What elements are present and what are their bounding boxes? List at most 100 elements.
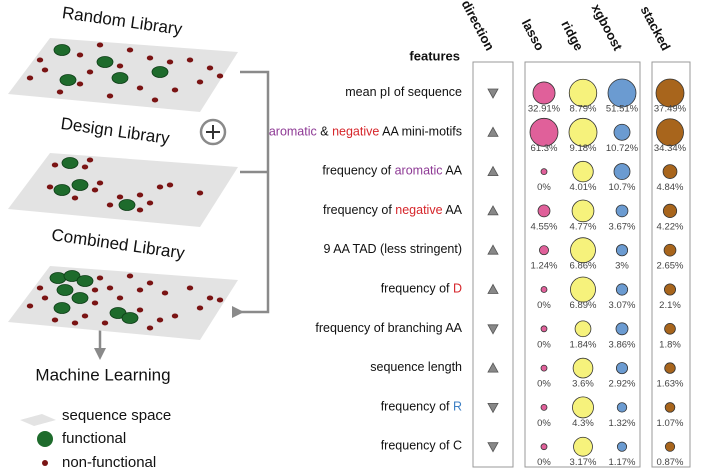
feature-part: AA	[443, 203, 463, 217]
importance-label: 0%	[537, 418, 551, 429]
non-functional-dot	[196, 79, 204, 85]
non-functional-dot	[156, 317, 164, 323]
non-functional-dot	[51, 162, 59, 168]
feature-header: features	[409, 48, 460, 63]
legend-swatch	[42, 460, 48, 466]
feature-part: negative	[395, 203, 442, 217]
legend-label: sequence space	[62, 407, 171, 424]
non-functional-dot	[91, 287, 99, 293]
non-functional-dot	[41, 67, 49, 73]
column-header: ridge	[558, 18, 586, 53]
functional-dot	[59, 74, 77, 86]
importance-label: 4.22%	[657, 221, 684, 232]
importance-circle	[572, 396, 594, 419]
importance-circle	[664, 402, 676, 413]
importance-circle	[615, 244, 629, 257]
non-functional-dot	[146, 55, 154, 61]
feature-part: aromatic	[269, 125, 317, 139]
importance-circle	[663, 283, 677, 296]
importance-circle	[529, 117, 559, 147]
importance-circle	[607, 78, 637, 108]
non-functional-dot	[136, 207, 144, 213]
non-functional-dot	[196, 305, 204, 311]
feature-label: aromatic & negative AA mini-motifs	[269, 125, 462, 139]
non-functional-dot	[26, 303, 34, 309]
non-functional-dot	[186, 285, 194, 291]
functional-dot	[111, 72, 129, 84]
importance-label: 3.07%	[609, 300, 636, 311]
non-functional-dot	[36, 285, 44, 291]
feature-label: frequency of branching AA	[315, 321, 462, 335]
functional-dot	[71, 292, 89, 304]
importance-label: 6.89%	[570, 300, 597, 311]
functional-dot	[96, 56, 114, 68]
non-functional-dot	[71, 320, 79, 326]
non-functional-dot	[91, 187, 99, 193]
non-functional-dot	[26, 75, 34, 81]
feature-part: frequency of	[323, 203, 395, 217]
feature-part: frequency of branching AA	[315, 321, 462, 335]
importance-circle	[570, 276, 596, 303]
importance-circle	[568, 78, 598, 108]
non-functional-dot	[86, 157, 94, 163]
functional-dot	[118, 199, 136, 211]
sequence-space	[8, 153, 238, 227]
non-functional-dot	[56, 89, 64, 95]
functional-dot	[76, 275, 94, 287]
importance-label: 1.63%	[657, 379, 684, 390]
non-functional-dot	[136, 192, 144, 198]
importance-circle	[532, 81, 556, 105]
importance-label: 61.3%	[531, 143, 558, 154]
importance-label: 10.7%	[609, 182, 636, 193]
feature-label: frequency of aromatic AA	[322, 164, 462, 178]
feature-part: D	[453, 282, 462, 296]
arrowhead	[94, 348, 106, 360]
importance-circle	[616, 441, 628, 452]
importance-label: 4.01%	[570, 182, 597, 193]
feature-part: frequency of	[322, 164, 394, 178]
non-functional-dot	[126, 273, 134, 279]
non-functional-dot	[51, 317, 59, 323]
non-functional-dot	[156, 184, 164, 190]
importance-circle	[664, 322, 676, 335]
feature-part: &	[317, 125, 332, 139]
feature-part: R	[453, 400, 462, 414]
importance-label: 8.79%	[570, 104, 597, 115]
non-functional-dot	[126, 47, 134, 53]
importance-label: 37.49%	[654, 104, 687, 115]
functional-dot	[53, 44, 71, 56]
importance-circle	[656, 118, 684, 147]
importance-label: 0%	[537, 379, 551, 390]
feature-part: frequency of	[381, 282, 453, 296]
output-label: Machine Learning	[35, 365, 170, 384]
feature-label: frequency of negative AA	[323, 203, 463, 217]
importance-circle	[540, 286, 548, 293]
non-functional-dot	[196, 190, 204, 196]
non-functional-dot	[116, 194, 124, 200]
feature-part: negative	[332, 125, 379, 139]
functional-dot	[53, 302, 71, 314]
non-functional-dot	[206, 295, 214, 301]
sequence-space	[8, 266, 238, 340]
direction-marker	[487, 205, 499, 216]
legend-label: non-functional	[62, 454, 156, 471]
library-label: Combined Library	[50, 225, 186, 263]
column-header: direction	[459, 0, 498, 53]
direction-marker	[487, 283, 499, 294]
importance-label: 1.07%	[657, 418, 684, 429]
non-functional-dot	[186, 57, 194, 63]
column-header: lasso	[519, 17, 548, 53]
direction-marker	[487, 362, 499, 373]
functional-dot	[61, 157, 79, 169]
non-functional-dot	[206, 65, 214, 71]
importance-label: 1.8%	[659, 339, 681, 350]
non-functional-dot	[136, 287, 144, 293]
direction-marker	[487, 442, 499, 453]
importance-label: 1.24%	[531, 261, 558, 272]
feature-part: frequency of	[381, 400, 453, 414]
direction-marker	[487, 88, 499, 99]
importance-label: 4.77%	[570, 221, 597, 232]
non-functional-dot	[96, 180, 104, 186]
stacked-box	[651, 61, 691, 468]
importance-circle	[655, 78, 685, 108]
